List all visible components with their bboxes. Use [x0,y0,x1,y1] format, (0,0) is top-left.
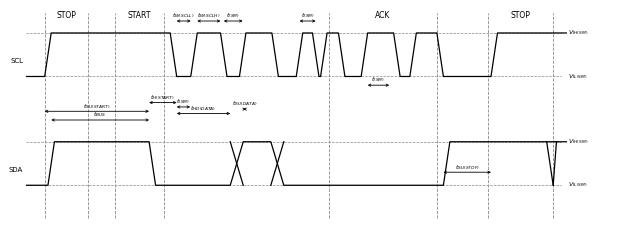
Text: $V_{IL(SM)}$: $V_{IL(SM)}$ [568,181,587,189]
Text: $t_{(SM)}$: $t_{(SM)}$ [226,12,240,20]
Text: $t_{SU(START)}$: $t_{SU(START)}$ [83,102,111,111]
Text: $t_{HD(DATA)}$: $t_{HD(DATA)}$ [191,105,216,113]
Text: ACK: ACK [375,11,390,20]
Text: $t_{W(SCLL)}$: $t_{W(SCLL)}$ [173,12,195,20]
Text: $V_{IH(SM)}$: $V_{IH(SM)}$ [568,29,588,37]
Text: SDA: SDA [9,167,23,173]
Text: $V_{IL(SM)}$: $V_{IL(SM)}$ [568,72,587,81]
Text: STOP: STOP [57,11,76,20]
Text: $t_{(SM)}$: $t_{(SM)}$ [301,12,315,20]
Text: $t_{SU(DATA)}$: $t_{SU(DATA)}$ [232,100,258,109]
Text: SCL: SCL [10,58,23,64]
Text: $V_{IH(SM)}$: $V_{IH(SM)}$ [568,138,588,146]
Text: $t_{(SM)}$: $t_{(SM)}$ [176,98,191,106]
Text: $t_{(SM)}$: $t_{(SM)}$ [372,76,386,84]
Text: $t_{SU(STOP)}$: $t_{SU(STOP)}$ [455,163,480,172]
Text: $t_{H(START)}$: $t_{H(START)}$ [151,94,175,102]
Text: $t_{BUS}$: $t_{BUS}$ [93,110,107,119]
Text: START: START [128,11,151,20]
Text: STOP: STOP [511,11,531,20]
Text: $t_{W(SCLH)}$: $t_{W(SCLH)}$ [197,12,220,20]
